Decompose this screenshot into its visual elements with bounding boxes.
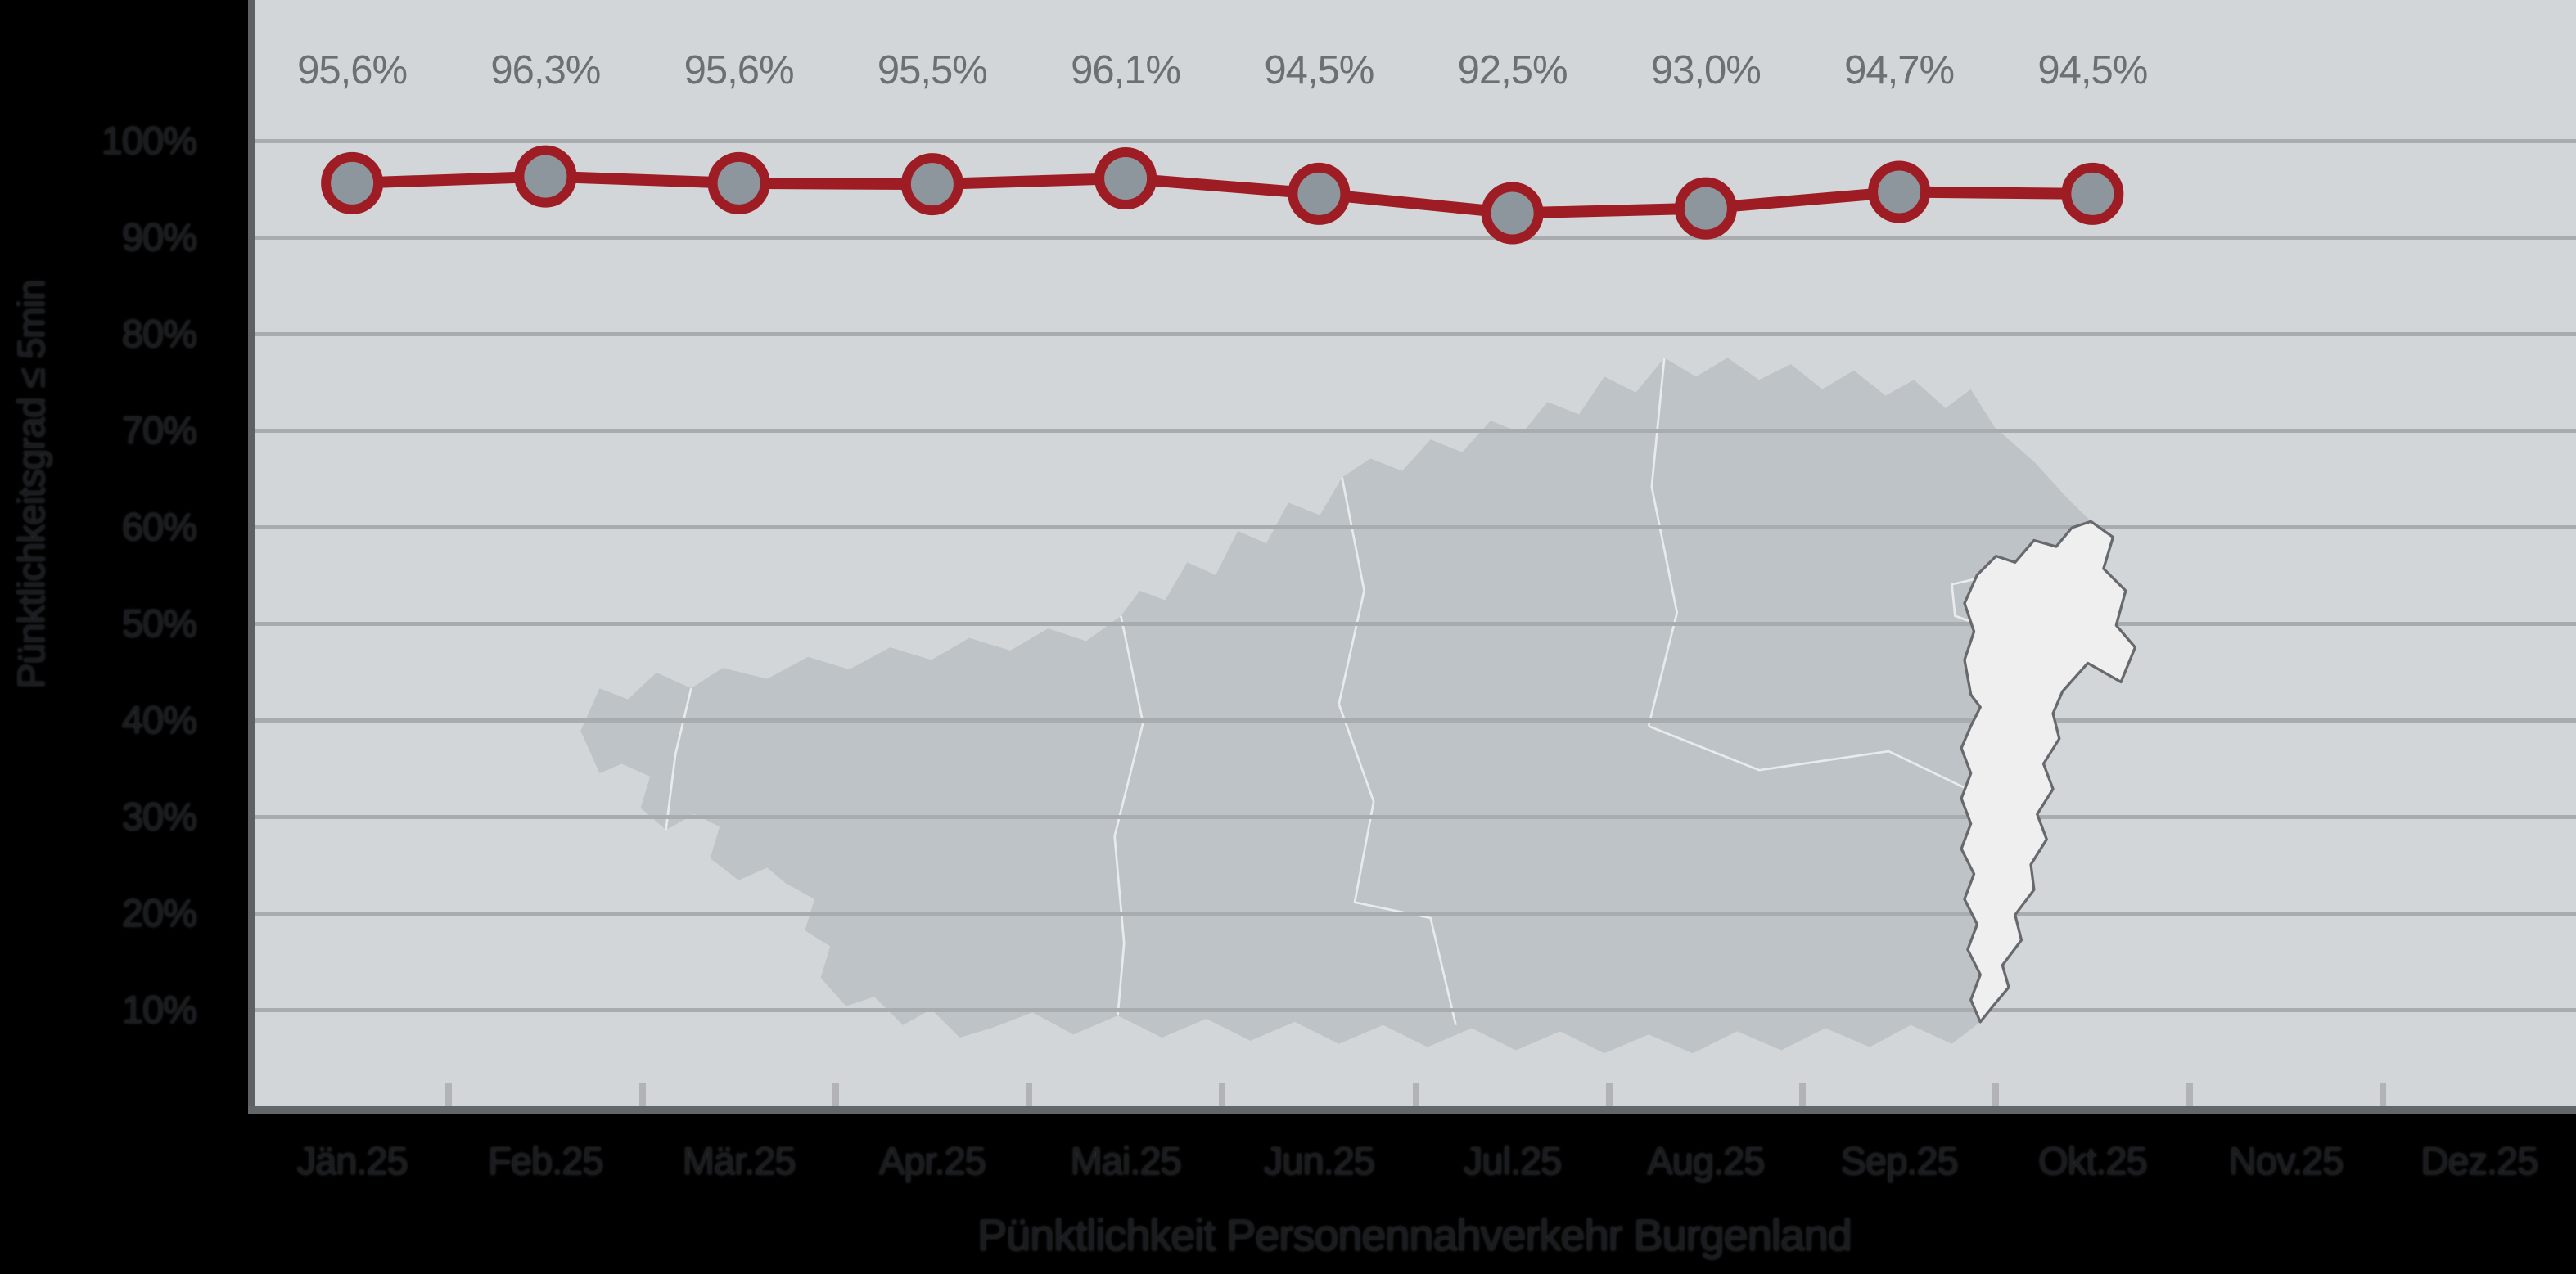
austria-outline [580, 358, 2136, 1054]
data-label: 95,6% [683, 48, 795, 92]
x-tick-mark [2186, 1083, 2193, 1106]
data-label: 96,3% [490, 48, 601, 92]
data-label: 94,5% [1264, 48, 1374, 92]
data-label: 95,5% [877, 48, 988, 92]
burgenland-outline [1960, 520, 2137, 1024]
x-tick-label: Okt.25 [2038, 1139, 2147, 1182]
gridline-90% [255, 236, 2576, 240]
y-tick-label: 100% [101, 119, 197, 162]
gridline-60% [255, 525, 2576, 529]
data-point-marker [707, 151, 770, 214]
x-tick-label: Aug.25 [1647, 1139, 1765, 1182]
gridline-30% [255, 815, 2576, 819]
x-tick-label: Nov.25 [2228, 1139, 2344, 1182]
data-point-marker [1868, 160, 1931, 223]
x-tick-mark [832, 1083, 839, 1106]
x-tick-label: Mär.25 [682, 1139, 796, 1182]
x-tick-label: Jun.25 [1263, 1139, 1375, 1182]
x-tick-mark [1219, 1083, 1226, 1106]
x-tick-label: Sep.25 [1840, 1139, 1959, 1182]
gridline-10% [255, 1008, 2576, 1012]
data-label: 96,1% [1071, 48, 1181, 92]
x-axis-line [248, 1106, 2576, 1114]
x-tick-mark [445, 1083, 453, 1106]
state-borders [665, 358, 2014, 1026]
x-tick-mark [1992, 1083, 2000, 1106]
data-label: 95,6% [297, 48, 408, 92]
x-tick-mark [2379, 1083, 2386, 1106]
y-tick-label: 80% [121, 312, 197, 355]
austria-map [580, 358, 2136, 1054]
y-tick-label: 10% [121, 988, 197, 1031]
y-tick-label: 90% [121, 215, 197, 259]
y-tick-label: 20% [121, 891, 197, 934]
x-tick-label: Dez.25 [2420, 1139, 2538, 1182]
data-label: 94,7% [1844, 48, 1955, 92]
data-point-marker [2061, 162, 2124, 225]
y-tick-label: 40% [121, 698, 197, 741]
line-series [321, 145, 2124, 245]
x-tick-mark [638, 1083, 646, 1106]
data-point-marker [1094, 147, 1157, 210]
x-tick-label: Jän.25 [296, 1139, 408, 1182]
x-tick-mark [1412, 1083, 1419, 1106]
data-label: 93,0% [1650, 48, 1762, 92]
x-tick-label: Feb.25 [488, 1139, 603, 1182]
y-axis-line [248, 0, 255, 1114]
gridline-50% [255, 622, 2576, 626]
data-point-marker [514, 145, 577, 208]
gridline-80% [255, 332, 2576, 336]
x-axis-title: Pünktlichkeit Personennahverkehr Burgenl… [977, 1211, 1852, 1260]
gridline-40% [255, 718, 2576, 723]
y-tick-label: 50% [121, 601, 197, 645]
data-point-marker [1288, 162, 1351, 225]
x-tick-mark [1026, 1083, 1032, 1106]
gridline-70% [255, 429, 2576, 433]
data-point-marker [321, 151, 384, 214]
gridline-100% [255, 139, 2576, 143]
data-point-marker [1481, 182, 1544, 245]
y-tick-label: 70% [121, 408, 197, 452]
x-tick-label: Apr.25 [878, 1139, 986, 1182]
data-label: 92,5% [1457, 48, 1568, 92]
data-label: 94,5% [2037, 48, 2148, 92]
x-tick-mark [1605, 1083, 1613, 1106]
plot-area [255, 0, 2576, 1107]
burgenland-region [1960, 520, 2137, 1024]
x-tick-label: Mai.25 [1070, 1139, 1182, 1182]
x-tick-mark [1799, 1083, 1806, 1106]
data-point-marker [1674, 177, 1737, 240]
data-point-marker [900, 153, 963, 216]
x-tick-label: Jul.25 [1463, 1139, 1562, 1182]
series-line [351, 170, 2093, 219]
y-tick-label: 30% [121, 795, 197, 838]
y-tick-label: 60% [121, 505, 197, 548]
gridline-20% [255, 912, 2576, 916]
